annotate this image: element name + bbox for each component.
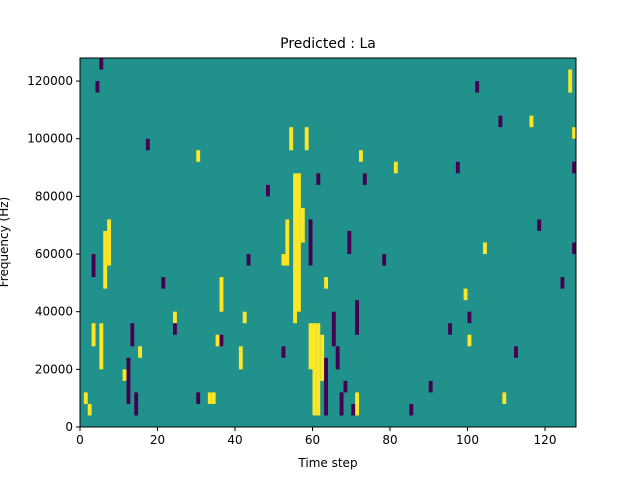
heatmap-cell bbox=[359, 150, 363, 162]
y-tick-label: 100000 bbox=[27, 132, 73, 146]
heatmap-cell bbox=[409, 403, 414, 416]
heatmap-cell bbox=[572, 161, 576, 174]
x-tick-label: 60 bbox=[305, 433, 320, 447]
heatmap-cell bbox=[266, 184, 270, 197]
heatmap-cell bbox=[572, 242, 576, 255]
heatmap-cell bbox=[560, 277, 565, 289]
heatmap-cell bbox=[324, 357, 328, 416]
heatmap-cell bbox=[568, 69, 573, 93]
heatmap-cells bbox=[83, 58, 576, 416]
heatmap-cell bbox=[537, 219, 542, 231]
plot-frame bbox=[79, 57, 577, 428]
x-tick-label: 120 bbox=[534, 433, 557, 447]
heatmap-cell bbox=[331, 311, 336, 347]
heatmap-cell bbox=[219, 277, 224, 312]
heatmap-cell bbox=[99, 58, 104, 70]
heatmap-cell bbox=[347, 230, 352, 255]
heatmap-cell bbox=[238, 346, 243, 370]
heatmap-cell bbox=[475, 81, 480, 93]
heatmap-cell bbox=[514, 346, 518, 358]
heatmap-cell bbox=[211, 392, 216, 404]
heatmap-cell bbox=[320, 334, 325, 381]
heatmap-cell bbox=[91, 254, 96, 278]
y-axis-label: Frequency (Hz) bbox=[0, 197, 11, 288]
heatmap-cell bbox=[467, 311, 472, 324]
heatmap-cell bbox=[316, 173, 321, 185]
heatmap-cell bbox=[355, 392, 359, 416]
y-tick-label: 120000 bbox=[27, 74, 73, 88]
heatmap-cell bbox=[339, 392, 344, 416]
heatmap-cell bbox=[289, 127, 294, 151]
heatmap-cell bbox=[324, 277, 328, 289]
heatmap-cell bbox=[281, 346, 286, 358]
heatmap-cell bbox=[362, 173, 367, 185]
heatmap-cell bbox=[122, 369, 127, 381]
x-tick-label: 20 bbox=[150, 433, 165, 447]
heatmap-cell bbox=[498, 115, 503, 128]
heatmap-cell bbox=[285, 219, 290, 266]
heatmap-cell bbox=[335, 346, 340, 370]
heatmap-cell bbox=[83, 392, 88, 404]
heatmap-cell bbox=[312, 323, 317, 416]
heatmap-cell bbox=[91, 323, 96, 347]
heatmap-cell bbox=[308, 219, 313, 266]
x-tick-label: 0 bbox=[76, 433, 84, 447]
heatmap-cell bbox=[455, 161, 460, 174]
heatmap-cell bbox=[281, 254, 286, 266]
y-tick-label: 80000 bbox=[35, 189, 73, 203]
heatmap-cell bbox=[300, 207, 305, 243]
x-tick-label: 40 bbox=[227, 433, 242, 447]
heatmap-cell bbox=[134, 392, 139, 416]
heatmap-cell bbox=[126, 357, 131, 404]
heatmap-cell bbox=[173, 323, 177, 335]
heatmap-cell bbox=[145, 138, 150, 151]
heatmap-cell bbox=[246, 254, 251, 266]
heatmap-cell bbox=[130, 323, 135, 347]
x-tick-label: 80 bbox=[382, 433, 397, 447]
heatmap-cell bbox=[529, 115, 534, 128]
heatmap-cell bbox=[196, 392, 201, 404]
heatmap-cell bbox=[316, 323, 321, 416]
heatmap-cell bbox=[107, 219, 111, 266]
heatmap-cell bbox=[215, 334, 220, 347]
x-axis-ticks: 0 20 40 60 80 100 120 bbox=[76, 427, 556, 447]
heatmap-cell bbox=[196, 150, 201, 162]
heatmap-cell bbox=[95, 81, 100, 93]
x-axis-label: Time step bbox=[297, 456, 357, 470]
heatmap-cell bbox=[87, 403, 92, 416]
heatmap-cell bbox=[308, 323, 313, 370]
heatmap-cell bbox=[219, 334, 224, 347]
heatmap-cell bbox=[351, 403, 356, 416]
heatmap-cell bbox=[207, 392, 212, 404]
heatmap-cell bbox=[448, 323, 452, 335]
heatmap-cell bbox=[463, 288, 468, 301]
heatmap-cell bbox=[428, 380, 433, 393]
heatmap-cell bbox=[297, 173, 301, 312]
heatmap-cell bbox=[572, 127, 576, 139]
heatmap-cell bbox=[355, 300, 359, 335]
heatmap-cell bbox=[293, 173, 297, 324]
heatmap-cell bbox=[393, 161, 398, 174]
y-axis-ticks: 0 20000 40000 60000 80000 100000 120000 bbox=[27, 74, 80, 434]
heatmap-cell bbox=[161, 277, 166, 289]
heatmap-cell bbox=[103, 230, 108, 289]
y-tick-label: 40000 bbox=[35, 305, 73, 319]
heatmap-cell bbox=[138, 346, 142, 358]
heatmap-cell bbox=[99, 323, 104, 370]
heatmap-cell bbox=[242, 311, 247, 324]
heatmap-cell bbox=[382, 254, 387, 266]
heatmap-cell bbox=[343, 380, 348, 393]
heatmap-cell bbox=[304, 127, 309, 151]
x-tick-label: 100 bbox=[456, 433, 479, 447]
chart-title: Predicted : La bbox=[280, 36, 376, 52]
heatmap-cell bbox=[502, 392, 507, 404]
y-tick-label: 0 bbox=[65, 420, 73, 434]
heatmap-cell bbox=[467, 334, 472, 347]
y-tick-label: 60000 bbox=[35, 247, 73, 261]
heatmap-cell bbox=[173, 311, 177, 324]
heatmap-cell bbox=[483, 242, 487, 255]
y-tick-label: 20000 bbox=[35, 362, 73, 376]
